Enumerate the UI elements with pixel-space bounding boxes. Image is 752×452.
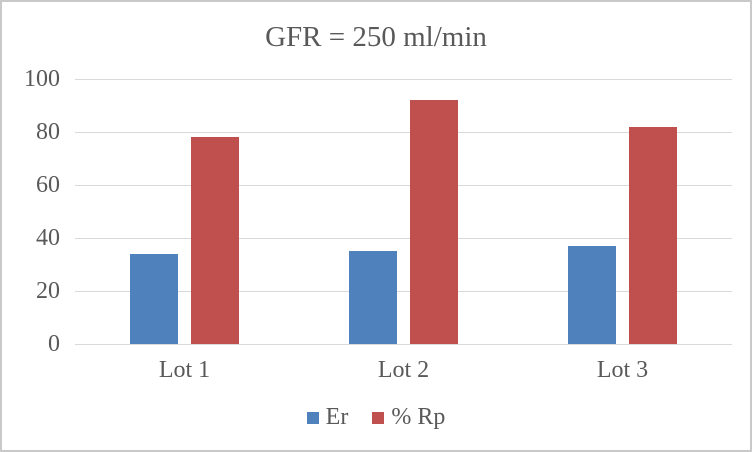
legend-swatch-rp [372, 411, 385, 424]
x-tick-label-lot-3: Lot 3 [596, 357, 649, 383]
gridline-0 [75, 344, 732, 345]
gridline-80 [75, 132, 732, 133]
legend-swatch-er [306, 411, 319, 424]
y-tick-label-60: 60 [36, 172, 60, 198]
bar-group-lot-1 [130, 137, 239, 344]
bar-er-lot-2 [349, 251, 397, 344]
legend-label-er: Er [325, 404, 349, 430]
y-tick-label-20: 20 [36, 278, 60, 304]
y-tick-label-40: 40 [36, 225, 60, 251]
bar-er-lot-1 [130, 253, 178, 344]
y-tick-label-80: 80 [36, 119, 60, 145]
plot-area [75, 79, 732, 345]
chart-title: GFR = 250 ml/min [265, 21, 487, 53]
x-tick-label-lot-1: Lot 1 [158, 357, 211, 383]
x-tick-label-lot-2: Lot 2 [377, 357, 430, 383]
legend-label-rp: % Rp [391, 404, 446, 430]
bar-rp-lot-2 [410, 100, 458, 344]
legend-item-rp: % Rp [372, 404, 445, 431]
bar-rp-lot-3 [629, 126, 677, 344]
y-tick-label-100: 100 [24, 66, 60, 92]
gridline-40 [75, 238, 732, 239]
legend: Er % Rp [2, 404, 750, 431]
legend-item-er: Er [306, 404, 349, 431]
bar-rp-lot-1 [191, 137, 239, 344]
y-tick-label-0: 0 [48, 331, 60, 357]
gridline-20 [75, 291, 732, 292]
bar-er-lot-3 [568, 245, 616, 344]
bar-group-lot-2 [349, 100, 458, 344]
gridline-60 [75, 185, 732, 186]
bar-group-lot-3 [568, 126, 677, 344]
gridline-100 [75, 79, 732, 80]
